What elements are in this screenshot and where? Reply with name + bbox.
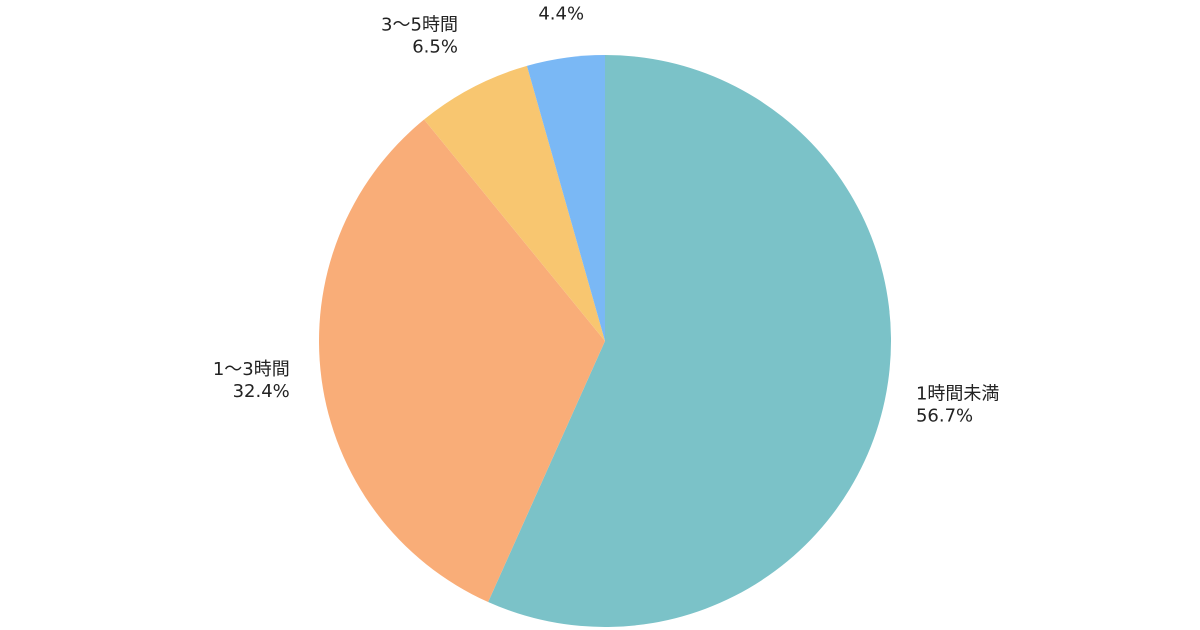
pie-slice-0: [488, 55, 891, 627]
pie-slice-label-0: 1時間未満: [916, 384, 999, 405]
pie-slice-label-1: 1～3時間: [213, 359, 290, 380]
pie-slice-value-3: 4.4%: [538, 3, 584, 24]
pie-slice-2: [424, 65, 605, 342]
pie-slice-label-3: 5時間以上: [519, 0, 602, 2]
pie-slice-value-1: 32.4%: [233, 381, 290, 402]
pie-slice-1: [318, 119, 605, 603]
pie-slice-label-2: 3～5時間: [381, 14, 458, 35]
pie-slice-value-2: 6.5%: [412, 36, 458, 57]
pie-slice-value-0: 56.7%: [916, 406, 973, 427]
pie-slices: [318, 55, 891, 627]
pie-slice-3: [526, 55, 605, 341]
